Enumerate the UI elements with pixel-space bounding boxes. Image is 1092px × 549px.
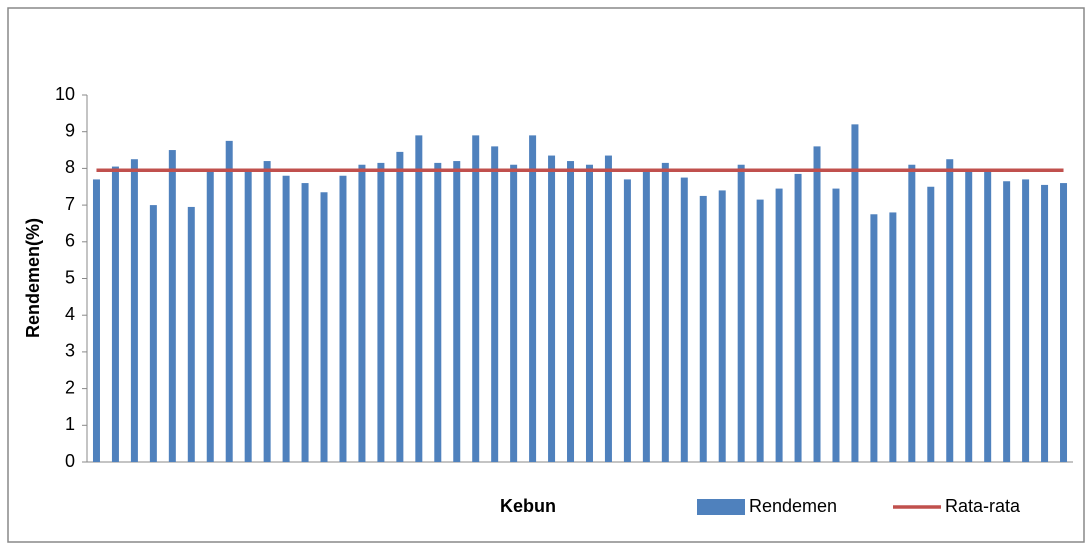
bar (1022, 179, 1030, 462)
bar (813, 146, 821, 462)
bar (927, 186, 935, 462)
legend-label: Rendemen (749, 496, 837, 516)
bar (680, 177, 688, 462)
bar (794, 173, 802, 462)
bar (529, 135, 537, 462)
bar (111, 166, 119, 462)
bar (244, 170, 252, 463)
y-tick-label: 2 (65, 377, 75, 397)
bar (168, 150, 176, 463)
bar (92, 179, 100, 462)
x-axis-title: Kebun (500, 496, 556, 516)
bar (453, 161, 461, 462)
bar (377, 162, 385, 462)
bar (870, 214, 878, 462)
bar (1003, 181, 1011, 462)
bar (661, 162, 669, 462)
bar (851, 124, 859, 463)
bar (567, 161, 575, 462)
bar (301, 183, 309, 462)
y-tick-label: 8 (65, 157, 75, 177)
bar (965, 170, 973, 463)
bar (339, 175, 347, 463)
y-tick-label: 10 (55, 84, 75, 104)
bar (756, 199, 764, 462)
y-tick-label: 3 (65, 341, 75, 361)
bar (832, 188, 840, 462)
bar (149, 205, 157, 462)
bar (718, 190, 726, 463)
bar (908, 164, 916, 463)
bar (946, 159, 954, 462)
bar (263, 161, 271, 462)
bar (358, 164, 366, 463)
bar (642, 170, 650, 463)
y-tick-label: 6 (65, 231, 75, 251)
bar (984, 170, 992, 463)
bar (699, 195, 707, 463)
bar (510, 164, 518, 463)
chart-border (7, 7, 1085, 543)
bar (1060, 183, 1068, 462)
y-tick-label: 5 (65, 267, 75, 287)
bar (491, 146, 499, 462)
bar (1041, 184, 1049, 463)
y-tick-label: 7 (65, 194, 75, 214)
y-tick-label: 0 (65, 451, 75, 471)
bar (130, 159, 138, 462)
bar (415, 135, 423, 462)
bar (282, 175, 290, 463)
y-tick-label: 1 (65, 414, 75, 434)
bar (585, 164, 593, 463)
bar (434, 162, 442, 462)
bar (320, 192, 328, 462)
legend-swatch (697, 499, 745, 515)
bar (396, 151, 404, 462)
bar (623, 179, 631, 462)
bar (604, 155, 612, 462)
y-tick-label: 4 (65, 304, 75, 324)
bar (548, 155, 556, 462)
bar (225, 140, 233, 462)
bar (472, 135, 480, 462)
y-tick-label: 9 (65, 120, 75, 140)
bar (775, 188, 783, 462)
y-axis-title: Rendemen(%) (23, 218, 43, 338)
bar (737, 164, 745, 463)
bar (206, 170, 214, 463)
bar (187, 206, 195, 462)
legend-label: Rata-rata (945, 496, 1021, 516)
bar (889, 212, 897, 462)
